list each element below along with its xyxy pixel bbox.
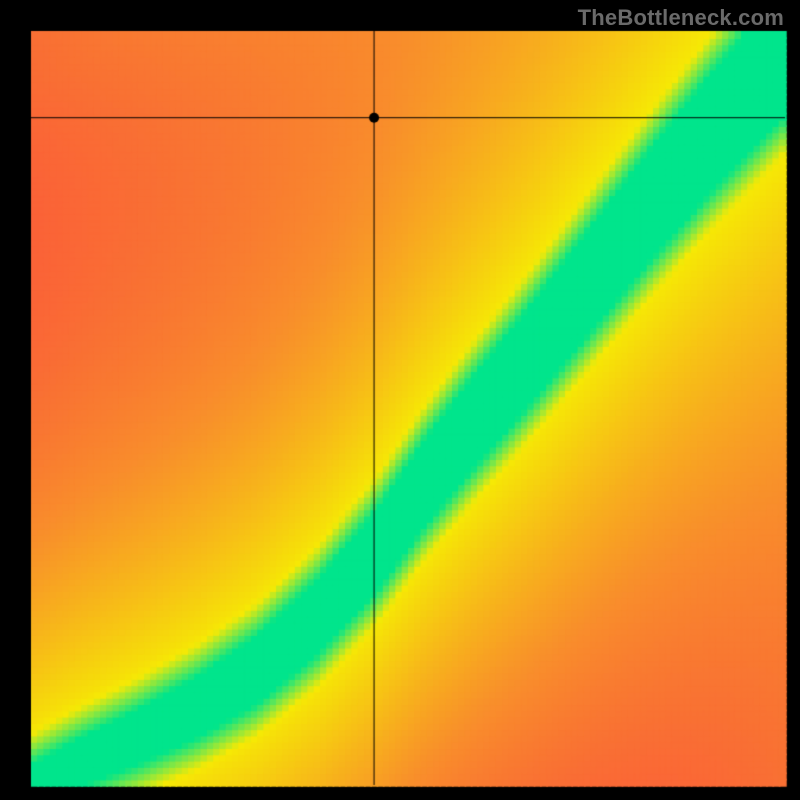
watermark-label: TheBottleneck.com xyxy=(578,5,784,31)
bottleneck-heatmap-canvas xyxy=(0,0,800,800)
chart-container: TheBottleneck.com xyxy=(0,0,800,800)
